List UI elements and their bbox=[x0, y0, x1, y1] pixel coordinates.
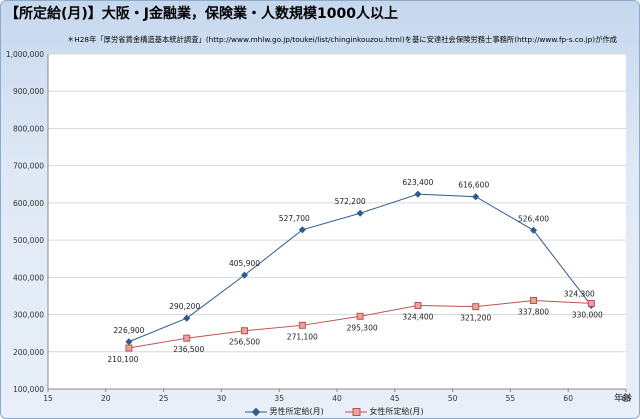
point-female bbox=[356, 312, 364, 320]
data-labels: 226,900 290,200 405,900 527,700 572,200 623,4… bbox=[107, 178, 603, 364]
data-label-female: 337,800 bbox=[518, 307, 549, 316]
y-tick-label: 600,000 bbox=[13, 199, 44, 208]
y-tick-label: 900,000 bbox=[13, 87, 44, 96]
data-label-male: 527,700 bbox=[279, 214, 310, 223]
point-male bbox=[125, 338, 133, 346]
x-axis-label: 年齢 bbox=[614, 392, 632, 404]
x-tick-label: 15 bbox=[43, 394, 53, 403]
y-tick-label: 200,000 bbox=[13, 348, 44, 357]
legend-male-marker bbox=[245, 407, 267, 416]
data-label-female: 324,400 bbox=[402, 312, 433, 321]
series-group bbox=[125, 190, 595, 352]
x-tick-label: 65 bbox=[621, 394, 631, 403]
legend-female-marker bbox=[344, 407, 367, 416]
point-female bbox=[183, 334, 191, 342]
point-female bbox=[414, 301, 422, 309]
y-tick-label: 400,000 bbox=[13, 273, 44, 282]
y-tick-label: 700,000 bbox=[13, 162, 44, 171]
legend: 男性所定給(月) 女性所定給(月) bbox=[245, 406, 424, 417]
x-tick-labels: 15 20 25 30 35 40 45 50 55 60 65 bbox=[43, 394, 631, 403]
data-label-female: 210,100 bbox=[107, 355, 138, 364]
data-label-male: 290,200 bbox=[169, 302, 200, 311]
point-female bbox=[530, 296, 538, 304]
data-label-female: 295,300 bbox=[347, 323, 378, 332]
point-male bbox=[472, 193, 480, 201]
x-tick-label: 20 bbox=[101, 394, 111, 403]
point-female bbox=[241, 327, 249, 335]
point-female bbox=[472, 303, 480, 311]
point-female bbox=[587, 299, 595, 307]
x-tick-label: 35 bbox=[274, 394, 284, 403]
point-male bbox=[183, 314, 191, 322]
data-label-female: 330,000 bbox=[572, 310, 603, 319]
y-tick-label: 300,000 bbox=[13, 311, 44, 320]
data-label-female: 271,100 bbox=[287, 332, 318, 341]
point-male bbox=[529, 226, 538, 234]
x-tick-label: 30 bbox=[217, 394, 227, 403]
x-tick-label: 50 bbox=[448, 394, 458, 403]
point-female bbox=[298, 321, 306, 329]
y-tick-labels: 100,000 200,000 300,000 400,000 500,000 600,0… bbox=[6, 50, 44, 394]
data-label-male: 324,300 bbox=[564, 290, 595, 299]
x-tick-label: 25 bbox=[159, 394, 169, 403]
data-label-male: 405,900 bbox=[229, 259, 260, 268]
x-tick-label: 45 bbox=[390, 394, 400, 403]
data-label-male: 572,200 bbox=[335, 197, 366, 206]
x-tick-label: 55 bbox=[506, 394, 516, 403]
legend-female-label: 女性所定給(月) bbox=[369, 407, 424, 416]
data-label-male: 623,400 bbox=[402, 178, 433, 187]
x-tick-label: 40 bbox=[332, 394, 342, 403]
data-label-female: 256,500 bbox=[229, 338, 260, 347]
data-label-male: 226,900 bbox=[113, 326, 144, 335]
axes bbox=[47, 54, 627, 392]
point-male bbox=[240, 271, 249, 279]
legend-male-label: 男性所定給(月) bbox=[269, 407, 324, 416]
plot-area bbox=[48, 54, 626, 389]
data-label-male: 616,600 bbox=[458, 181, 489, 190]
y-tick-label: 100,000 bbox=[13, 385, 44, 394]
grid-lines bbox=[48, 53, 626, 390]
point-female bbox=[125, 344, 133, 352]
point-male bbox=[414, 190, 422, 198]
y-tick-label: 500,000 bbox=[13, 236, 44, 245]
x-tick-label: 60 bbox=[563, 394, 573, 403]
point-male bbox=[356, 209, 364, 217]
data-label-female: 236,500 bbox=[173, 345, 204, 354]
chart-subtitle: ＊H28年「厚労省賃金構造基本統計調査」(http://www.mhlw.go.… bbox=[67, 35, 617, 44]
data-label-female: 321,200 bbox=[460, 314, 491, 323]
chart-title: 【所定給(月)】大阪・J金融業，保険業・人数規模1000人以上 bbox=[5, 6, 398, 22]
y-tick-label: 800,000 bbox=[13, 124, 44, 133]
point-male bbox=[298, 226, 306, 234]
data-label-male: 526,400 bbox=[518, 214, 549, 223]
y-tick-label: 1,000,000 bbox=[6, 50, 44, 59]
